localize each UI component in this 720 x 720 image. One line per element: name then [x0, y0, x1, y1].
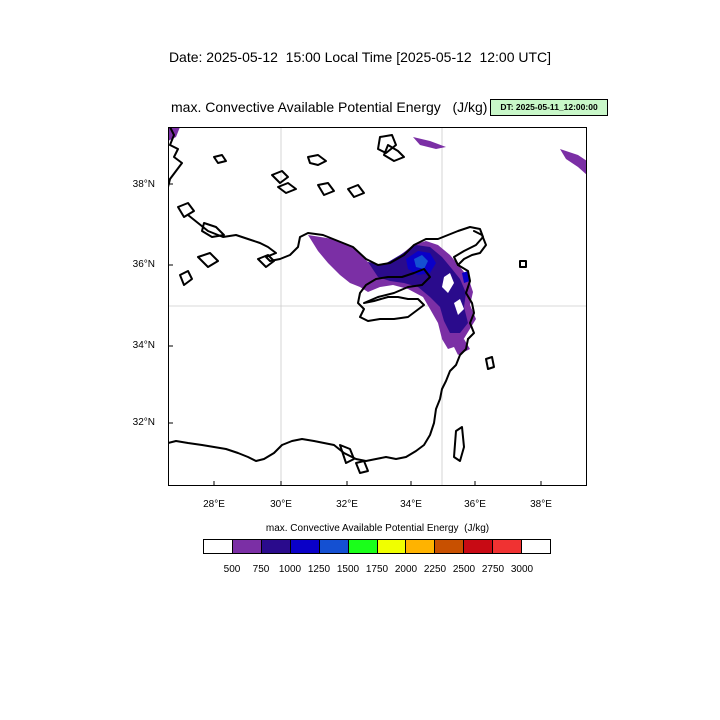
map-svg — [168, 127, 587, 486]
colorbar-label-2750: 2750 — [481, 564, 505, 575]
colorbar-label-1750: 1750 — [365, 564, 389, 575]
colorbar-segment — [522, 540, 551, 553]
colorbar — [203, 539, 551, 554]
lon-label-32e: 32°E — [336, 499, 358, 510]
cape-area-500-south — [453, 339, 470, 355]
colorbar-segment — [464, 540, 494, 553]
lake-east — [519, 260, 527, 268]
cape-area-1250 — [414, 255, 428, 269]
coastline-gulf-iskenderun — [457, 230, 487, 266]
island-aegean-4 — [197, 252, 219, 268]
cape-area-500-north-b — [560, 149, 587, 175]
island-aegean-3 — [179, 270, 193, 286]
colorbar-segment — [290, 540, 320, 553]
cape-hole-a — [442, 273, 454, 293]
colorbar-label-2250: 2250 — [423, 564, 447, 575]
colorbar-segment — [493, 540, 523, 553]
colorbar-segment — [406, 540, 436, 553]
coastline-levant — [168, 338, 469, 462]
colorbar-label-2000: 2000 — [394, 564, 418, 575]
map-frame — [168, 127, 587, 486]
colorbar-segment — [204, 540, 233, 553]
coastline-cyprus — [357, 268, 431, 322]
map-panel — [168, 127, 587, 486]
island-north-1 — [307, 154, 327, 166]
coastline-anatolia — [168, 127, 484, 340]
island-north-4 — [213, 154, 227, 164]
islet-nile-1 — [339, 444, 355, 464]
lat-label-36n: 36°N — [132, 259, 155, 270]
island-north-5 — [317, 182, 335, 196]
island-north-2 — [377, 134, 397, 154]
island-north-8 — [383, 144, 405, 162]
colorbar-label-500: 500 — [223, 564, 241, 575]
lon-label-38e: 38°E — [530, 499, 552, 510]
island-aegean-1 — [177, 202, 195, 218]
cape-area-500-north-a — [413, 137, 446, 149]
colorbar-label-3000: 3000 — [510, 564, 534, 575]
colorbar-segment — [232, 540, 262, 553]
islet-levant — [485, 356, 495, 370]
lon-label-28e: 28°E — [203, 499, 225, 510]
lon-label-34e: 34°E — [400, 499, 422, 510]
island-north-3 — [277, 182, 297, 194]
colorbar-segment — [435, 540, 465, 553]
colorbar-label-750: 750 — [252, 564, 270, 575]
island-aegean-2 — [201, 222, 225, 238]
lake-south-a — [453, 426, 465, 462]
colorbar-segment — [261, 540, 291, 553]
map-background — [168, 127, 587, 486]
colorbar-segment — [377, 540, 407, 553]
lon-label-36e: 36°E — [464, 499, 486, 510]
colorbar-label-1500: 1500 — [336, 564, 360, 575]
coastlines — [168, 127, 527, 474]
lat-label-34n: 34°N — [132, 340, 155, 351]
colorbar-label-1000: 1000 — [278, 564, 302, 575]
islet-nile-2 — [355, 460, 369, 474]
island-north-6 — [271, 170, 289, 184]
lat-label-32n: 32°N — [132, 417, 155, 428]
lon-label-30e: 30°E — [270, 499, 292, 510]
lat-label-38n: 38°N — [132, 179, 155, 190]
cape-shading — [168, 127, 587, 355]
island-rhodes — [257, 254, 275, 268]
colorbar-segment — [319, 540, 349, 553]
colorbar-label-1250: 1250 — [307, 564, 331, 575]
tick-marks — [168, 183, 542, 486]
date-line: Date: 2025-05-12 15:00 Local Time [2025-… — [168, 49, 552, 65]
plot-title: max. Convective Available Potential Ener… — [171, 99, 488, 115]
colorbar-segment — [348, 540, 378, 553]
colorbar-title: max. Convective Available Potential Ener… — [265, 523, 490, 534]
cape-area-750 — [368, 245, 468, 333]
dt-badge: DT: 2025-05-11_12:00:00 — [490, 99, 608, 116]
island-north-7 — [347, 184, 365, 198]
cape-hole-b — [454, 299, 464, 315]
colorbar-label-2500: 2500 — [452, 564, 476, 575]
